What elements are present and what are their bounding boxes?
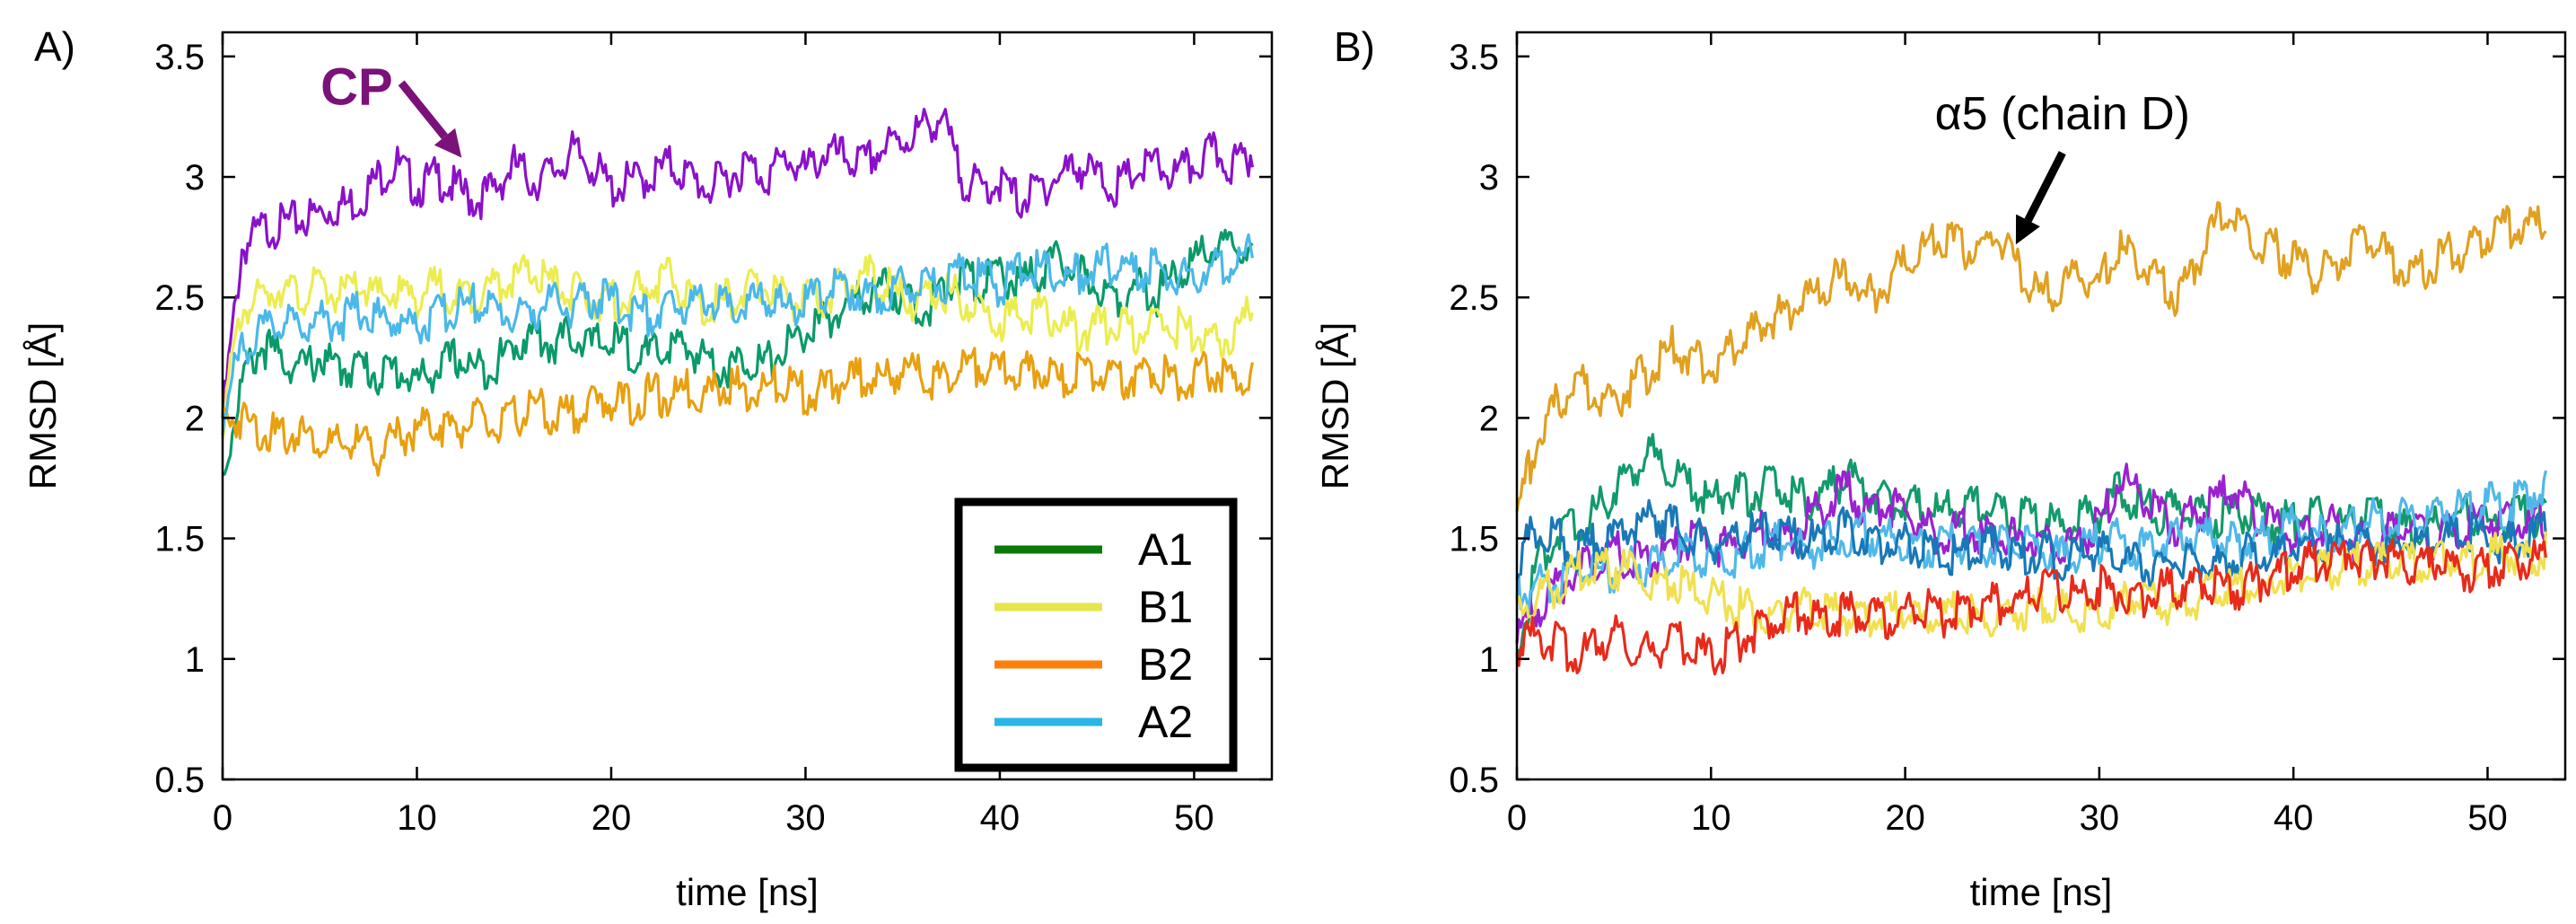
panel-a-annotation-arrowhead xyxy=(434,128,462,158)
panel-a-series-a2 xyxy=(221,233,1254,436)
panel-b-annotation-arrowhead xyxy=(2015,214,2040,245)
panel-b-label: B) xyxy=(1334,23,1375,70)
panel-a-legend-label-b1: B1 xyxy=(1138,582,1193,632)
panel-b-xtick-label: 20 xyxy=(1885,798,1925,838)
panel-a-ytick-label: 3 xyxy=(185,158,205,198)
panel-b-series-light-blue xyxy=(1515,470,2547,613)
panel-a-ytick-label: 3.5 xyxy=(154,38,205,77)
panel-b-series-5-chain-d xyxy=(1515,201,2547,512)
panel-a-xtick-label: 50 xyxy=(1174,798,1214,838)
panel-a-ytick-label: 1.5 xyxy=(154,520,205,559)
panel-b-ytick-label: 1 xyxy=(1479,640,1499,680)
panel-b-series-purple xyxy=(1515,462,2546,644)
panel-a-series-cp xyxy=(221,108,1254,418)
panel-a-ytick-label: 0.5 xyxy=(154,761,205,800)
panel-b-annotation-arrow xyxy=(2024,151,2066,223)
panel-a-series-b2 xyxy=(221,347,1254,477)
panel-b-plot-frame xyxy=(1515,31,2567,781)
panel-b-annotation-label: α5 (chain D) xyxy=(1935,88,2190,140)
panel-b: B) 0.5 1 1.5 2 2.5 3 3.5 0 10 20 30 40 50 time [ns] RMS… xyxy=(1314,23,2567,913)
panel-a-xtick-label: 20 xyxy=(591,798,632,838)
panel-b-xlabel: time [ns] xyxy=(1970,871,2113,913)
panel-a-series-b1 xyxy=(221,253,1254,440)
panel-a-plot-frame xyxy=(221,31,1274,781)
panel-b-xtick-label: 10 xyxy=(1691,798,1731,838)
panel-a-xtick-label: 30 xyxy=(785,798,826,838)
panel-a: A) 0.5 1 1.5 2 2.5 3 3.5 0 10 20 30 40 50 time [ns] RMS… xyxy=(22,23,1274,913)
panel-b-xtick-label: 30 xyxy=(2080,798,2120,838)
panel-a-label: A) xyxy=(34,23,75,70)
panel-a-xtick-label: 0 xyxy=(213,798,232,838)
panel-a-legend: A1 B1 B2 A2 xyxy=(954,497,1238,772)
panel-a-ytick-label: 2.5 xyxy=(154,278,205,318)
panel-b-ytick-label: 0.5 xyxy=(1449,761,1499,800)
panel-b-ylabel: RMSD [Å] xyxy=(1314,322,1356,490)
panel-a-legend-label-a2: A2 xyxy=(1138,697,1193,747)
panel-b-ytick-label: 3 xyxy=(1479,158,1499,198)
panel-b-series-red xyxy=(1515,537,2547,676)
panel-a-ytick-label: 2 xyxy=(185,399,205,438)
panel-b-ytick-label: 1.5 xyxy=(1449,520,1499,559)
panel-a-annotation-arrow xyxy=(398,80,448,140)
panel-a-series-a1 xyxy=(223,228,1254,476)
panel-b-ytick-label: 2.5 xyxy=(1449,278,1499,318)
panel-a-xtick-label: 40 xyxy=(980,798,1021,838)
panel-b-ytick-label: 3.5 xyxy=(1449,38,1499,77)
panel-a-legend-label-a1: A1 xyxy=(1138,524,1193,575)
panel-b-xtick-label: 0 xyxy=(1507,798,1527,838)
panel-a-annotation-label: CP xyxy=(320,57,393,116)
panel-a-ylabel: RMSD [Å] xyxy=(22,322,64,490)
panel-a-legend-label-b2: B2 xyxy=(1138,639,1193,690)
panel-a-ytick-label: 1 xyxy=(185,640,205,680)
panel-b-ytick-label: 2 xyxy=(1479,399,1499,438)
panel-b-xtick-label: 40 xyxy=(2274,798,2314,838)
panel-a-xtick-label: 10 xyxy=(397,798,437,838)
panel-b-xtick-label: 50 xyxy=(2467,798,2508,838)
panel-a-xlabel: time [ns] xyxy=(676,871,819,913)
